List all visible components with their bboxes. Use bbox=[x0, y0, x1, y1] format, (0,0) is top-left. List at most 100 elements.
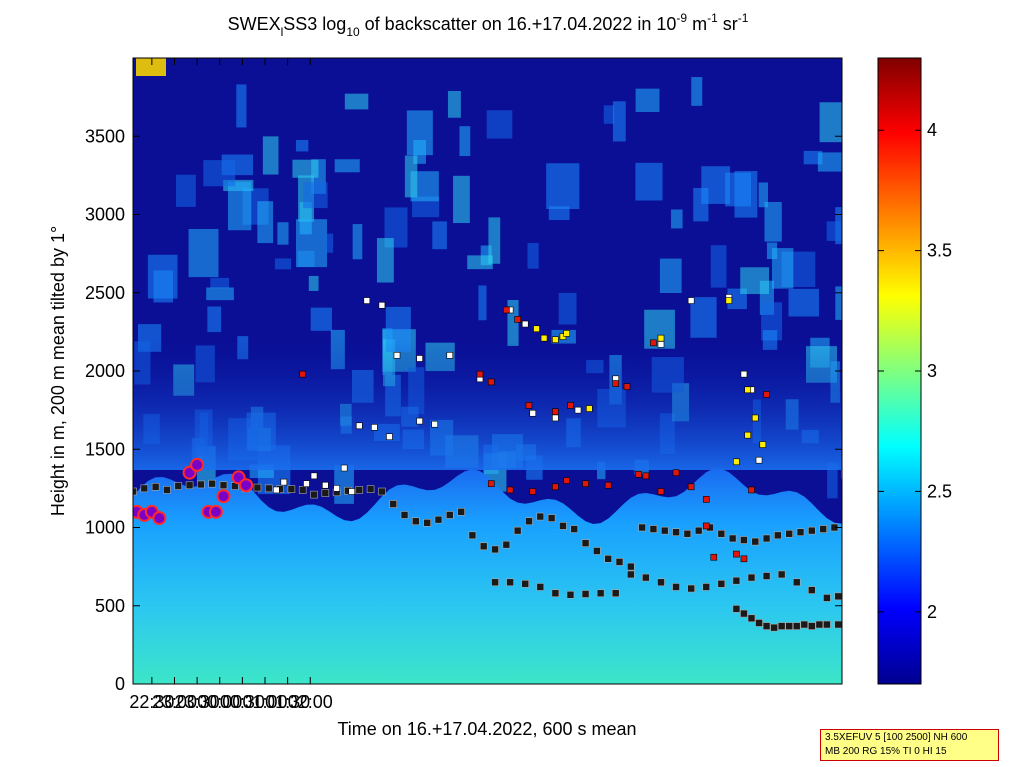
series-marker bbox=[717, 580, 726, 588]
plume-patch bbox=[206, 287, 234, 301]
x-tick-label: 23:30 bbox=[175, 692, 220, 712]
red-marker bbox=[672, 469, 680, 477]
series-marker bbox=[615, 558, 624, 566]
plume-patch bbox=[803, 150, 823, 165]
series-marker bbox=[740, 536, 748, 544]
series-marker bbox=[264, 484, 273, 493]
plume-patch bbox=[527, 243, 539, 269]
series-marker bbox=[823, 620, 831, 629]
yellow-marker bbox=[540, 334, 548, 342]
series-marker bbox=[717, 529, 726, 538]
plume-patch bbox=[325, 233, 334, 253]
x-tick-label: 01:00 bbox=[242, 692, 287, 712]
series-marker bbox=[762, 534, 771, 543]
white-marker bbox=[574, 406, 582, 414]
red-marker bbox=[763, 391, 770, 398]
series-marker bbox=[770, 623, 778, 632]
series-marker bbox=[627, 570, 635, 579]
red-marker bbox=[733, 550, 740, 558]
plume-patch bbox=[344, 93, 369, 110]
y-axis-ticks: 0 500 1000 1500 2000 2500 3000 3500 bbox=[85, 126, 842, 694]
series-marker bbox=[785, 529, 794, 538]
white-marker bbox=[687, 297, 695, 304]
yellow-marker bbox=[657, 334, 665, 342]
plume-patch bbox=[488, 217, 501, 264]
series-marker bbox=[751, 537, 760, 546]
colorbar-tick-label: 3 bbox=[927, 361, 937, 381]
plume-patch bbox=[376, 238, 394, 283]
white-marker bbox=[755, 456, 763, 464]
series-marker bbox=[502, 540, 511, 549]
plume-patch bbox=[352, 224, 363, 260]
series-marker bbox=[649, 525, 658, 533]
plume-patch bbox=[817, 152, 842, 172]
plume-patch bbox=[691, 77, 703, 106]
series-marker bbox=[506, 578, 514, 587]
y-axis-label: Height in m, 200 m mean tilted by 1° bbox=[48, 226, 68, 516]
plume-patch bbox=[758, 182, 768, 208]
cloud-marker bbox=[239, 478, 254, 493]
red-marker bbox=[710, 553, 718, 561]
series-marker bbox=[792, 578, 801, 587]
title-mid: SS3 log bbox=[283, 14, 346, 34]
plume-patch bbox=[478, 285, 487, 321]
x-tick-label: 01:30 bbox=[265, 692, 310, 712]
plume-patch bbox=[384, 207, 408, 248]
x-tick-label: 23:00 bbox=[152, 692, 197, 712]
series-marker bbox=[570, 525, 579, 533]
white-marker bbox=[333, 485, 340, 492]
cloud-marker bbox=[152, 511, 167, 526]
red-marker bbox=[514, 316, 521, 323]
series-marker bbox=[547, 514, 556, 522]
red-marker bbox=[487, 378, 495, 386]
series-marker bbox=[479, 542, 488, 551]
white-marker bbox=[310, 472, 318, 480]
white-marker bbox=[740, 370, 748, 378]
plume-patch bbox=[310, 307, 332, 331]
yellow-marker bbox=[725, 297, 733, 304]
plume-patch bbox=[274, 258, 292, 270]
series-marker bbox=[536, 512, 545, 521]
red-marker bbox=[650, 339, 657, 347]
plume-patch bbox=[701, 166, 731, 204]
white-marker bbox=[657, 341, 665, 348]
plume-patch bbox=[764, 201, 782, 242]
red-marker bbox=[552, 483, 559, 491]
red-marker bbox=[687, 483, 695, 491]
x-tick-label: 00:00 bbox=[197, 692, 242, 712]
series-marker bbox=[657, 578, 665, 587]
series-marker bbox=[253, 483, 262, 492]
colorbar-tick-label: 4 bbox=[927, 120, 937, 140]
series-marker bbox=[755, 619, 763, 627]
y-tick-label: 1500 bbox=[85, 439, 125, 459]
plume-patch bbox=[210, 277, 230, 289]
series-marker bbox=[732, 605, 741, 613]
plume-patch bbox=[188, 228, 219, 278]
y-tick-label: 500 bbox=[95, 596, 125, 616]
plume-patch bbox=[659, 258, 682, 294]
red-marker bbox=[635, 470, 642, 478]
red-marker bbox=[642, 472, 650, 480]
series-marker bbox=[355, 486, 364, 494]
y-tick-label: 3500 bbox=[85, 126, 125, 146]
series-marker bbox=[672, 528, 680, 536]
plume-patch bbox=[558, 292, 577, 325]
plume-patch bbox=[228, 181, 252, 231]
series-marker bbox=[208, 479, 216, 488]
red-marker bbox=[604, 481, 612, 489]
white-marker bbox=[446, 352, 454, 359]
plume-patch bbox=[507, 299, 519, 346]
yellow-marker bbox=[563, 330, 570, 337]
plume-patch bbox=[546, 163, 580, 209]
red-marker bbox=[299, 370, 307, 378]
plume-patch bbox=[635, 88, 660, 112]
series-marker bbox=[593, 547, 601, 555]
plume-patch bbox=[295, 139, 309, 152]
plume-patch bbox=[826, 221, 842, 241]
plume-patch bbox=[406, 110, 433, 156]
red-marker bbox=[487, 480, 495, 487]
plume-patch bbox=[710, 245, 727, 288]
series-marker bbox=[800, 620, 809, 629]
